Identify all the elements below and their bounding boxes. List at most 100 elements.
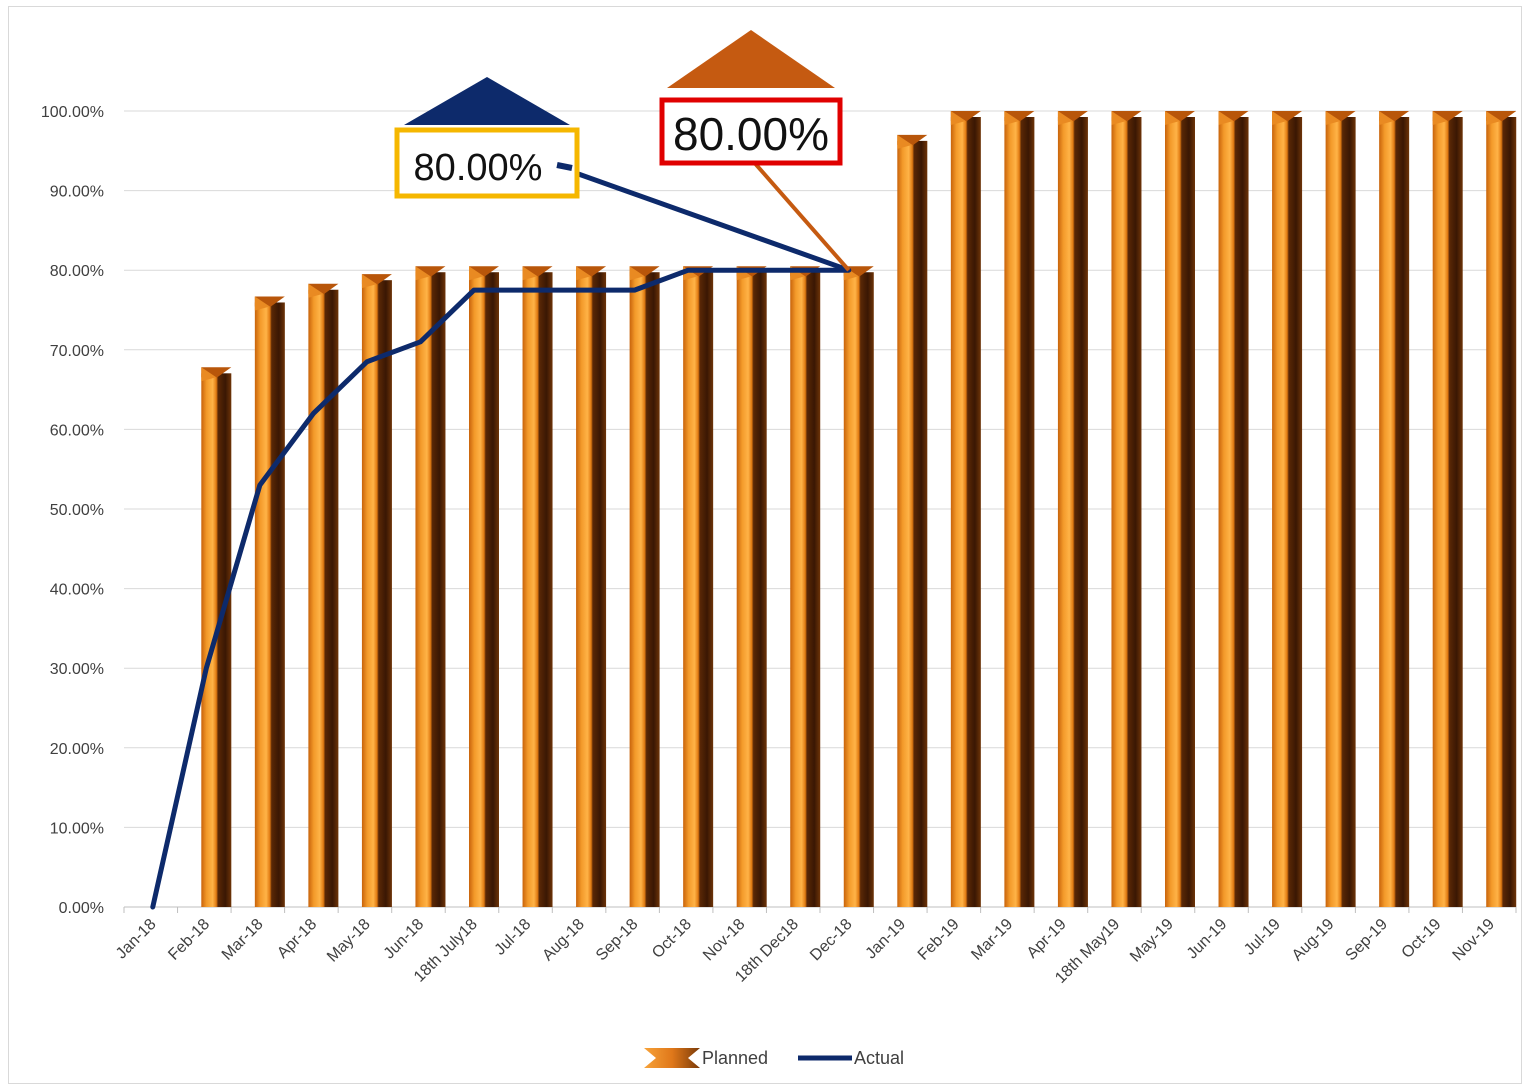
y-tick-label: 0.00% [59,900,104,917]
planned-bar-body [736,272,767,908]
x-tick-label: Oct-18 [649,916,695,962]
planned-callout-label: 80.00% [673,108,829,160]
planned-bar-cap-highlight [469,266,484,281]
planned-bar [629,266,660,908]
planned-bar [254,296,285,907]
planned-bar [1432,111,1463,907]
planned-bar [950,111,981,907]
planned-bar [1004,111,1035,907]
planned-bar-cap-highlight [1165,111,1180,125]
planned-bar-cap-highlight [1432,111,1448,125]
x-tick-label: Feb-18 [165,916,213,964]
planned-bar-body [1432,117,1463,907]
legend-swatch-planned [644,1048,700,1068]
actual-series-line [150,267,852,910]
planned-bar [1057,111,1088,907]
planned-bar-body [415,272,446,908]
planned-bar-body [469,272,499,908]
y-tick-label: 20.00% [50,741,104,758]
planned-bar-body [1486,117,1517,907]
planned-bar-body [897,140,928,907]
planned-bar [1165,111,1195,907]
planned-bar-cap-highlight [522,266,538,281]
y-tick-label: 10.00% [50,820,104,837]
x-tick-label: Nov-18 [700,916,749,965]
x-tick-label: Jul-18 [492,916,535,959]
x-tick-label: Aug-19 [1289,916,1338,965]
planned-bar-body [1111,117,1142,907]
y-tick-label: 90.00% [50,184,104,201]
planned-bar [1272,111,1303,907]
x-tick-label: Mar-18 [219,916,267,964]
planned-bar-body [1325,117,1356,907]
planned-callout: 80.00% [659,30,851,272]
x-tick-label: Jan-19 [863,916,910,963]
y-tick-label: 30.00% [50,661,104,678]
actual-callout-box [394,127,580,199]
planned-bar-body [361,280,392,907]
legend-item-planned: Planned [644,1048,768,1068]
actual-callout-leader [555,163,850,273]
x-tick-label: Aug-18 [539,916,588,965]
planned-bar-body [1165,117,1195,907]
planned-bar-cap-highlight [897,134,913,149]
actual-callout-triangle [404,77,570,125]
planned-bar-body [1272,117,1303,907]
x-tick-label: Dec-18 [807,916,856,965]
y-tick-label: 40.00% [50,582,104,599]
planned-bar [843,266,874,908]
planned-bar-cap-highlight [950,111,966,125]
planned-bar [576,266,607,908]
planned-bar [1379,111,1410,907]
legend: Planned Actual [644,1048,904,1068]
planned-bar-cap-highlight [201,367,217,382]
x-tick-label: May-18 [324,916,374,966]
chart-frame [8,6,1522,1084]
planned-bar-body [683,272,714,908]
planned-bar-cap-highlight [1325,111,1341,125]
planned-bar-cap-highlight [361,274,377,289]
planned-bar-cap-highlight [629,266,645,281]
planned-bar [1111,111,1142,907]
y-tick-label: 70.00% [50,343,104,360]
planned-bar-cap-highlight [1057,111,1073,125]
planned-bar-body [843,272,874,908]
x-tick-label: May-19 [1127,916,1177,966]
planned-bar [415,266,446,908]
planned-bar-cap-highlight [1218,111,1234,125]
actual-callout: 80.00% [394,77,850,273]
planned-bar-body [1379,117,1410,907]
y-tick-label: 100.00% [41,104,104,121]
planned-bar [308,283,339,907]
planned-bar-body [254,302,285,907]
x-tick-label: Apr-18 [274,916,320,962]
x-tick-label: Jun-19 [1184,916,1231,963]
planned-bar [522,266,553,908]
planned-bar [1325,111,1356,907]
planned-bar-body [308,289,339,907]
x-tick-label: Jun-18 [381,916,428,963]
planned-bars [201,111,1517,908]
x-tick-label: Oct-19 [1399,916,1445,962]
planned-bar-cap-highlight [1272,111,1288,125]
x-tick-label: Apr-19 [1024,916,1070,962]
planned-callout-box [659,97,843,166]
planned-bar-cap-highlight [254,296,270,311]
legend-label-actual: Actual [854,1048,904,1068]
planned-bar [361,274,392,907]
planned-bar-cap-highlight [576,266,592,281]
y-tick-label: 50.00% [50,502,104,519]
planned-callout-leader [750,158,851,272]
planned-bar [1486,111,1517,907]
planned-bar-cap-highlight [1379,111,1395,125]
planned-bar-body [629,272,660,908]
planned-bar-cap-highlight [1004,111,1020,125]
legend-item-actual: Actual [798,1048,904,1068]
planned-bar-body [1057,117,1088,907]
planned-bar [1218,111,1249,907]
planned-bar-body [790,272,821,908]
actual-callout-label: 80.00% [414,147,543,189]
planned-bar-body [1004,117,1035,907]
